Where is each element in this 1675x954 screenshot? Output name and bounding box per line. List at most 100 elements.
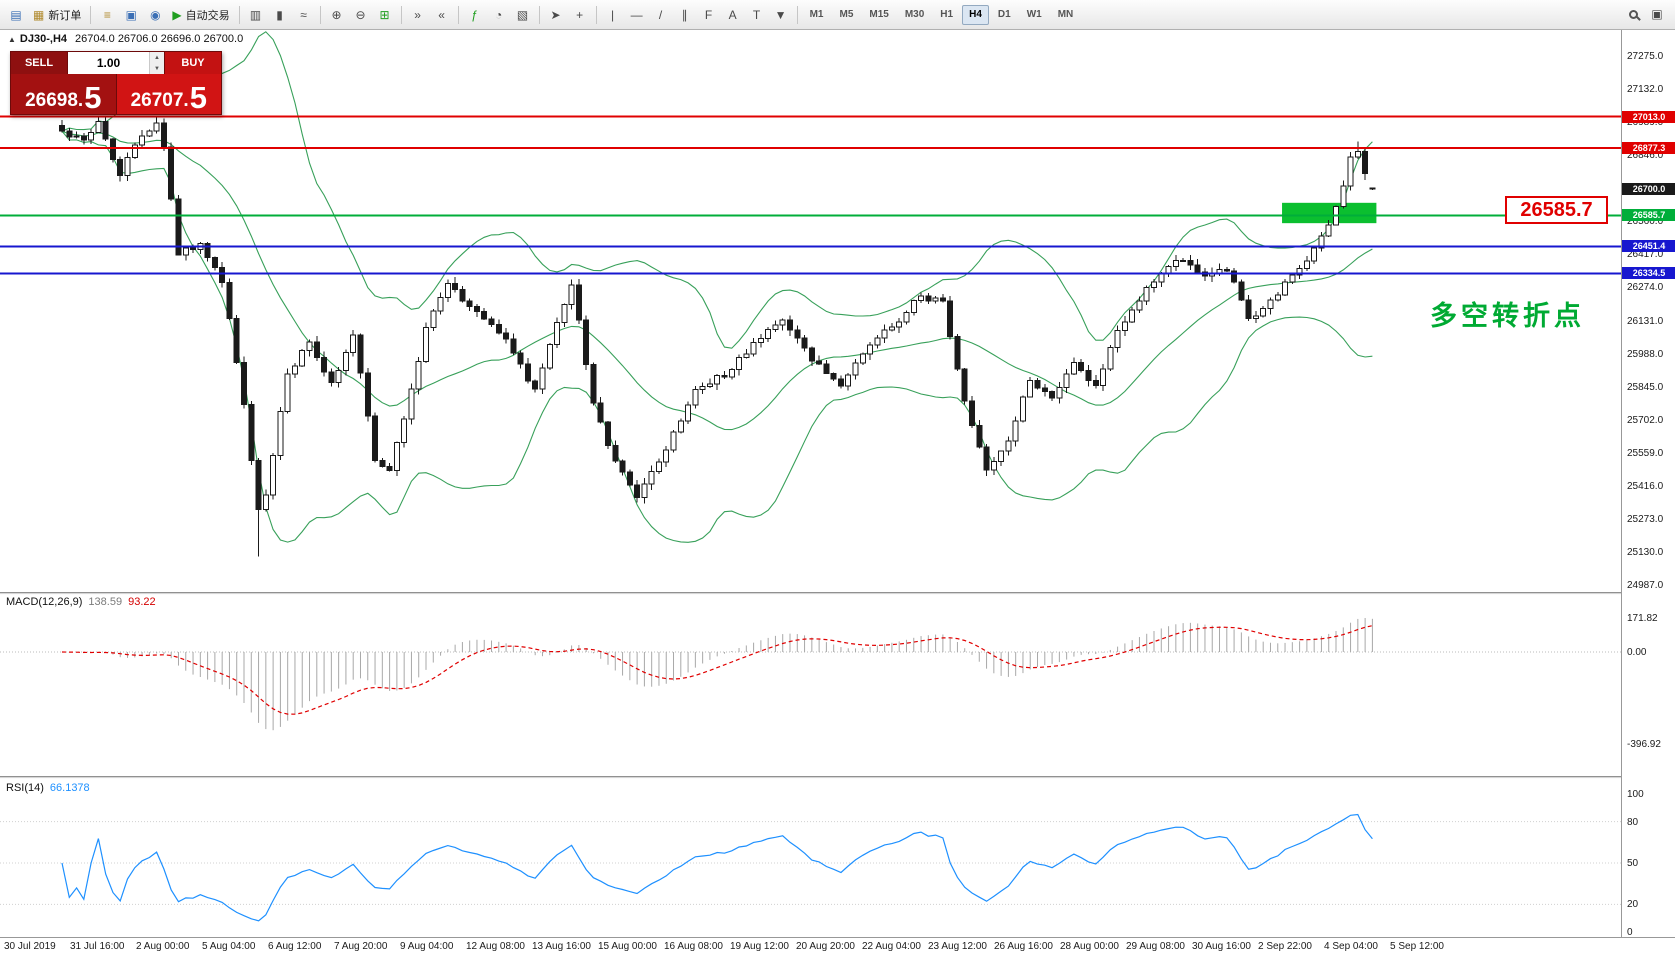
toolbar: ▤ ▦ 新订单 ≡ ▣ ◉ ▶ 自动交易 ▥ ▮ ≈ ⊕ ⊖ ⊞» «ƒ ◔ ▧ ➤ + | — / ∥ F A T ▼ M1 M5 M… [0,0,1675,30]
crosshair-button[interactable]: + [569,4,591,26]
macd-axis-label: 0.00 [1627,647,1647,658]
time-axis-label: 4 Sep 04:00 [1324,941,1378,952]
timeframe-h1-button[interactable]: H1 [940,9,954,20]
auto-scroll-icon: » [414,7,421,22]
bar-chart-icon: ▥ [249,7,262,22]
templates-button[interactable]: ▧ [512,4,534,26]
auto-scroll-button[interactable]: » [407,4,429,26]
volume-up-button[interactable]: ▲ [150,52,164,63]
highlight-box[interactable] [1282,202,1377,224]
tile-windows-button[interactable]: ⊞ [374,4,396,26]
horizontal-line-button[interactable]: — [626,4,648,26]
bar-chart-button[interactable]: ▥ [245,4,267,26]
volume-down-button[interactable]: ▼ [150,63,164,74]
rsi-axis-label: 0 [1627,927,1633,938]
zoom-in-button[interactable]: ⊕ [326,4,348,26]
toolbar-separator [538,5,540,24]
navigator-button[interactable]: ◉ [144,4,166,26]
volume-box: ▲ ▼ [67,52,165,74]
text-button[interactable]: A [722,4,744,26]
macd-label: MACD(12,26,9) 138.59 93.22 [6,596,156,608]
timeframe-m15-button[interactable]: M15 [869,9,889,20]
price-axis-label: 24987.0 [1627,580,1664,591]
toolbar-separator [400,5,402,24]
timeframe-w1-button[interactable]: W1 [1026,9,1042,20]
trendline-button[interactable]: / [650,4,672,26]
main-chart-pane[interactable] [0,30,1621,592]
data-window-button[interactable]: ▣ [120,4,142,26]
market-watch-button[interactable]: ≡ [96,4,118,26]
timeframe-m1-button[interactable]: M1 [809,9,824,20]
zoom-out-icon: ⊖ [355,7,366,22]
macd-histogram [68,618,1373,731]
rsi-axis-label: 20 [1627,899,1639,911]
buy-button[interactable]: BUY [165,52,221,74]
indicators-button[interactable]: ƒ [464,4,486,26]
sell-button[interactable]: SELL [11,52,67,74]
timeframe-d1-button[interactable]: D1 [997,9,1011,20]
timeframe-mn-button[interactable]: MN [1057,9,1074,20]
line-chart-button[interactable]: ≈ [293,4,315,26]
price-callout[interactable]: 26585.7 [1505,196,1608,224]
price-axis-label: 26131.0 [1627,315,1664,327]
buy-price-button[interactable]: 26707. 5 [116,74,221,114]
price-axis[interactable]: 27275.027132.026989.026846.026703.026560… [1621,30,1675,938]
sell-price-button[interactable]: 26698. 5 [11,74,117,114]
new-window-button[interactable]: ▣ [1646,3,1668,25]
cycles-button[interactable]: ◔ [488,4,510,26]
rsi-pane-separator[interactable] [0,776,1621,779]
timeframe-m5-button[interactable]: M5 [839,9,854,20]
sell-price-big-digit: 5 [84,79,102,115]
price-axis-label: 26417.0 [1627,249,1664,261]
ohlc-values: 26704.0 26706.0 26696.0 26700.0 [75,33,244,45]
bollinger-middle-band [61,130,1373,431]
turning-point-label[interactable]: 多空转折点 [1430,301,1585,331]
price-axis-label: 26274.0 [1627,282,1664,294]
chart-title: ▲ DJ30-,H4 26704.0 26706.0 26696.0 26700.0 [8,33,243,45]
rsi-axis-label: 50 [1627,858,1639,869]
arrows-button[interactable]: ▼ [770,4,792,26]
text-label-button[interactable]: T [746,4,768,26]
timeframe-toolbar: M1 M5 M15 M30 H1 H4 D1 W1 MN [793,4,1082,25]
timeframe-m30-button[interactable]: M30 [904,9,925,20]
volume-spinner: ▲ ▼ [149,52,164,74]
time-axis-label: 22 Aug 04:00 [862,941,921,952]
time-axis-label: 30 Aug 16:00 [1192,941,1251,952]
new-chart-button[interactable]: ▤ [5,4,27,26]
time-axis[interactable]: 30 Jul 2019 31 Jul 16:00 2 Aug 00:00 5 Aug … [0,937,1675,954]
time-axis-label: 6 Aug 12:00 [268,941,322,952]
time-axis-label: 9 Aug 04:00 [400,941,454,952]
one-click-trading-panel: SELL ▲ ▼ BUY 26698. 5 26707. 5 [10,51,222,115]
fibonacci-button[interactable]: F [698,4,720,26]
macd-pane-separator[interactable] [0,592,1621,595]
macd-pane[interactable] [0,595,1621,776]
volume-input[interactable] [68,52,149,74]
crosshair-icon: + [576,7,584,22]
cursor-icon: ➤ [550,7,561,22]
price-axis-label: 25845.0 [1627,381,1664,393]
rsi-pane[interactable] [0,779,1621,937]
new-order-button[interactable]: ▦ 新订单 [29,4,85,26]
time-axis-label: 15 Aug 00:00 [598,941,657,952]
time-axis-label: 7 Aug 20:00 [334,941,388,952]
text-label-icon: T [752,7,761,22]
time-axis-label: 26 Aug 16:00 [994,941,1053,952]
bollinger-lower-band [61,130,1373,543]
arrows-icon: ▼ [774,7,787,22]
time-axis-label: 20 Aug 20:00 [796,941,855,952]
time-axis-label: 30 Jul 2019 [4,941,56,952]
macd-signal-value: 93.22 [128,596,156,608]
vertical-line-icon: | [611,7,615,22]
equidistant-channel-button[interactable]: ∥ [674,4,696,26]
autotrading-button[interactable]: ▶ 自动交易 [168,4,233,26]
zoom-out-button[interactable]: ⊖ [350,4,372,26]
search-button[interactable] [1622,3,1644,25]
one-click-toggle[interactable]: ▲ [8,35,16,44]
price-tag-26877.3: 26877.3 [1622,141,1675,154]
timeframe-h4-button[interactable]: H4 [962,4,989,25]
candlestick-chart-button[interactable]: ▮ [269,4,291,26]
cursor-button[interactable]: ➤ [545,4,567,26]
chart-shift-button[interactable]: « [431,4,453,26]
vertical-line-button[interactable]: | [602,4,624,26]
time-axis-label: 23 Aug 12:00 [928,941,987,952]
